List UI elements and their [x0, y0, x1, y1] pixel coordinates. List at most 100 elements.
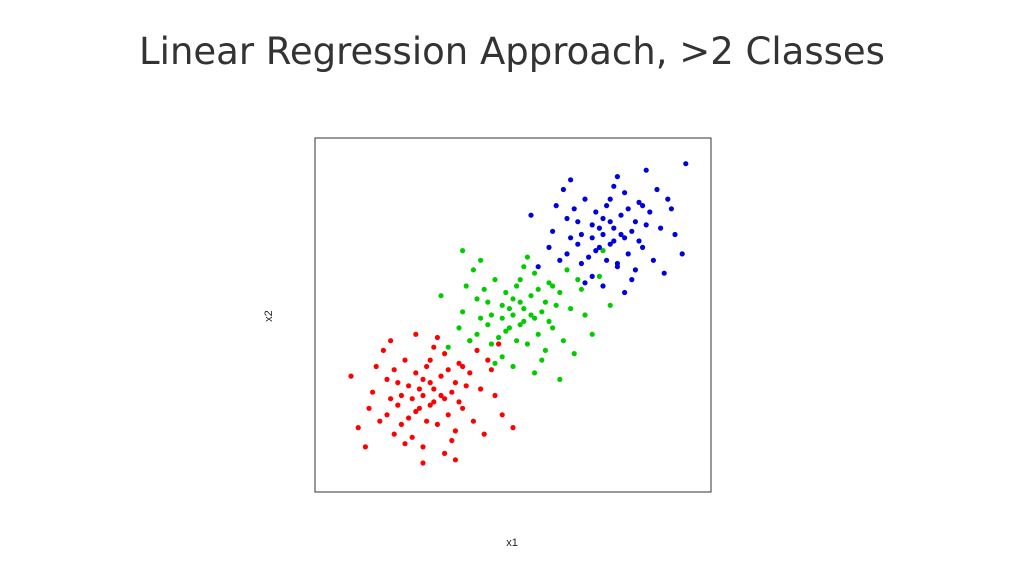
- scatter-point: [517, 299, 523, 305]
- scatter-point: [456, 399, 462, 405]
- scatter-point: [575, 241, 581, 247]
- scatter-point: [388, 396, 394, 402]
- scatter-point: [600, 215, 606, 222]
- scatter-point: [348, 373, 354, 379]
- scatter-point: [413, 370, 419, 376]
- x-axis-label: x1: [506, 537, 518, 549]
- scatter-point: [463, 383, 469, 389]
- scatter-point: [550, 325, 556, 331]
- scatter-point: [499, 302, 505, 308]
- scatter-point: [650, 257, 657, 263]
- scatter-point: [409, 434, 415, 440]
- scatter-point: [568, 235, 574, 241]
- scatter-point: [478, 386, 484, 392]
- scatter-point: [535, 331, 541, 337]
- scatter-point: [668, 206, 675, 212]
- scatter-point: [449, 437, 455, 444]
- scatter-point: [571, 206, 577, 212]
- scatter-point: [366, 405, 372, 411]
- scatter-point: [395, 380, 401, 386]
- scatter-point: [535, 264, 541, 270]
- scatter-point: [427, 357, 433, 363]
- y-axis-label: x2: [263, 310, 275, 322]
- scatter-point: [427, 380, 433, 386]
- scatter-point: [575, 277, 581, 283]
- scatter-point: [388, 338, 394, 344]
- scatter-point: [557, 289, 563, 296]
- scatter-point: [575, 219, 581, 225]
- scatter-point: [442, 396, 448, 402]
- scatter-point: [481, 286, 487, 292]
- scatter-point: [478, 257, 484, 263]
- scatter-point: [470, 267, 476, 273]
- scatter-point: [589, 222, 595, 228]
- scatter-point: [604, 257, 610, 263]
- scatter-point: [625, 251, 631, 257]
- scatter-point: [521, 306, 527, 312]
- scatter-point: [524, 341, 531, 347]
- scatter-point: [463, 283, 469, 289]
- scatter-point: [578, 286, 585, 292]
- scatter-point: [542, 347, 549, 353]
- scatter-point: [589, 273, 595, 279]
- scatter-point: [514, 338, 520, 344]
- scatter-point: [481, 431, 487, 437]
- scatter-point: [643, 167, 649, 173]
- scatter-point: [395, 402, 401, 408]
- scatter-point: [535, 286, 541, 292]
- scatter-point: [600, 248, 606, 254]
- scatter-point: [521, 264, 527, 270]
- scatter-point: [661, 270, 667, 276]
- scatter-point: [604, 203, 610, 209]
- scatter-point: [629, 277, 635, 283]
- scatter-point: [485, 322, 491, 328]
- scatter-point: [586, 254, 592, 260]
- scatter-point: [611, 183, 617, 189]
- scatter-point: [391, 367, 397, 373]
- scatter-point: [456, 360, 462, 366]
- scatter-point: [532, 370, 538, 376]
- scatter-point: [596, 273, 603, 279]
- scatter-point: [506, 325, 512, 331]
- scatter-point: [618, 231, 624, 238]
- scatter-point: [442, 450, 448, 456]
- scatter-point: [424, 418, 430, 424]
- plot-frame: [314, 137, 712, 493]
- scatter-point: [614, 174, 621, 180]
- scatter-point: [406, 383, 412, 389]
- scatter-point: [557, 376, 563, 382]
- scatter-point: [582, 280, 588, 286]
- scatter-point: [416, 386, 422, 392]
- scatter-point: [503, 328, 509, 334]
- scatter-point: [460, 248, 466, 254]
- scatter-point: [391, 431, 397, 437]
- scatter-point: [532, 315, 538, 321]
- scatter-point: [380, 347, 386, 353]
- scatter-point: [596, 225, 603, 231]
- scatter-point: [542, 299, 549, 305]
- scatter-point: [521, 318, 527, 324]
- scatter-point: [467, 370, 473, 376]
- scatter-point: [589, 235, 595, 241]
- scatter-point: [413, 408, 419, 415]
- scatter-point: [550, 228, 556, 234]
- scatter-point: [420, 460, 426, 466]
- scatter-point: [384, 412, 390, 418]
- scatter-point: [492, 277, 498, 283]
- scatter-point: [578, 231, 585, 238]
- scatter-point: [409, 396, 415, 402]
- scatter-point: [445, 367, 451, 373]
- scatter-point: [377, 418, 383, 424]
- scatter-point: [593, 209, 599, 215]
- scatter-point: [488, 341, 494, 347]
- scatter-point: [560, 186, 567, 193]
- scatter-point: [485, 357, 491, 363]
- scatter-point: [355, 425, 361, 431]
- scatter-point: [517, 277, 523, 283]
- scatter-point: [506, 306, 512, 312]
- scatter-point: [445, 412, 451, 418]
- scatter-point: [499, 315, 505, 321]
- scatter-point: [420, 392, 426, 399]
- scatter-point: [496, 341, 502, 347]
